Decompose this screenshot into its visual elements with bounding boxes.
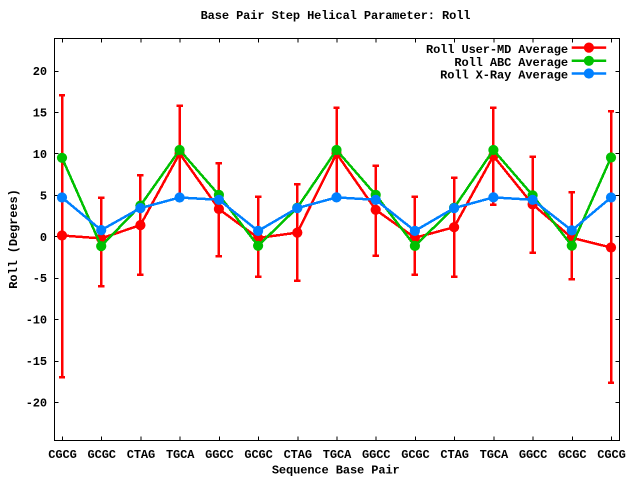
svg-text:GGCC: GGCC: [362, 448, 390, 462]
svg-text:CGCG: CGCG: [48, 448, 76, 462]
svg-text:Base Pair Step Helical Paramet: Base Pair Step Helical Parameter: Roll: [201, 9, 471, 23]
svg-text:5: 5: [40, 189, 47, 203]
svg-text:GCGC: GCGC: [558, 448, 586, 462]
svg-text:CGCG: CGCG: [597, 448, 625, 462]
svg-text:GGCC: GGCC: [205, 448, 233, 462]
svg-text:CTAG: CTAG: [284, 448, 312, 462]
svg-text:CTAG: CTAG: [127, 448, 155, 462]
svg-text:-10: -10: [26, 314, 47, 328]
svg-text:Roll User-MD Average: Roll User-MD Average: [426, 43, 568, 57]
svg-text:TGCA: TGCA: [480, 448, 509, 462]
svg-text:0: 0: [40, 231, 47, 245]
svg-text:TGCA: TGCA: [166, 448, 195, 462]
svg-text:GCGC: GCGC: [88, 448, 116, 462]
svg-text:15: 15: [33, 107, 47, 121]
svg-text:-15: -15: [26, 355, 47, 369]
svg-text:Roll ABC Average: Roll ABC Average: [454, 56, 568, 70]
svg-text:-20: -20: [26, 397, 47, 411]
svg-text:CTAG: CTAG: [440, 448, 468, 462]
svg-text:Roll X-Ray Average: Roll X-Ray Average: [440, 69, 568, 83]
svg-text:10: 10: [33, 148, 47, 162]
svg-text:20: 20: [33, 65, 47, 79]
svg-text:GCGC: GCGC: [401, 448, 429, 462]
svg-text:Sequence Base Pair: Sequence Base Pair: [272, 464, 400, 478]
svg-text:Roll (Degrees): Roll (Degrees): [7, 189, 21, 288]
svg-text:-5: -5: [33, 272, 47, 286]
svg-text:TGCA: TGCA: [323, 448, 352, 462]
svg-text:GCGC: GCGC: [244, 448, 272, 462]
svg-text:GGCC: GGCC: [519, 448, 547, 462]
